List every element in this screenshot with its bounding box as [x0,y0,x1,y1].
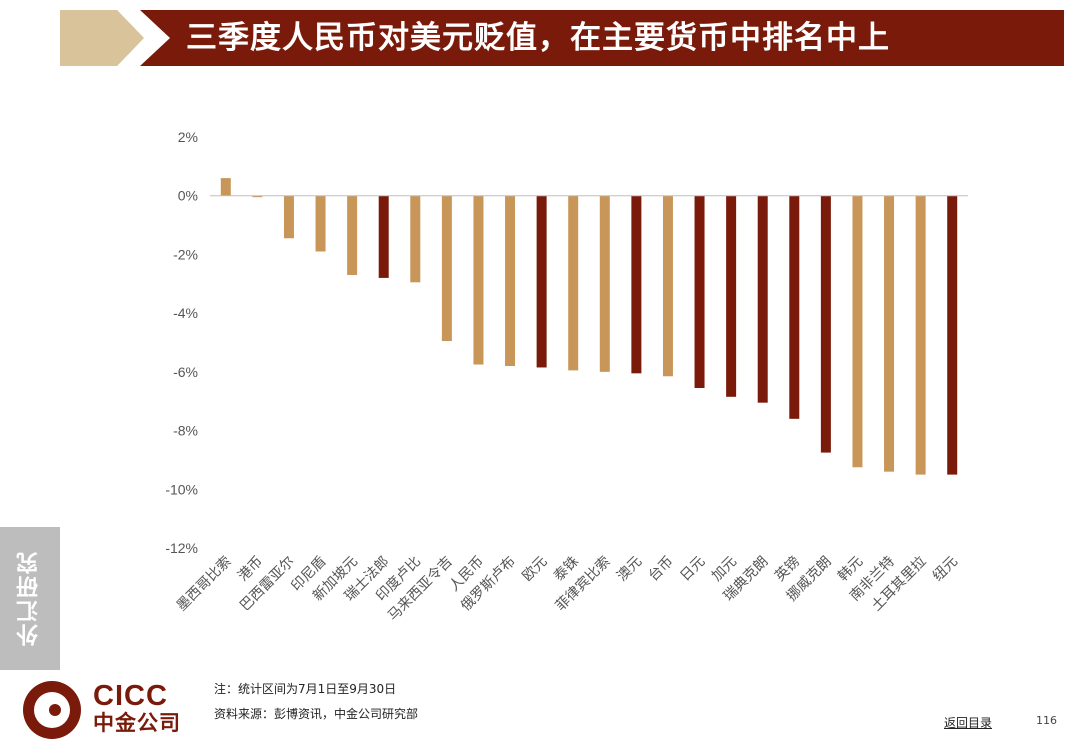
y-tick-label: 2% [178,129,198,145]
source-note: 资料来源：彭博资讯，中金公司研究部 [214,707,419,721]
y-tick-label: -6% [173,364,198,380]
x-tick-label: 墨西哥比索 [173,553,235,615]
y-tick-label: -12% [165,540,198,556]
bar [315,195,326,252]
x-tick-label: 澳元 [614,554,645,585]
side-tab[interactable] [0,527,60,670]
header-bar [140,10,1064,66]
bar [473,195,484,365]
bar [568,195,579,371]
bar [220,178,231,196]
back-to-toc-link[interactable]: 返回目录 [944,716,993,730]
y-tick-label: -10% [165,481,198,497]
bar [726,195,737,397]
bar [599,195,610,372]
bar [283,195,294,239]
y-tick-label: -2% [173,246,198,262]
x-tick-label: 台币 [646,554,677,585]
bar [915,195,926,475]
bar [694,195,705,389]
x-tick-label: 纽元 [930,554,961,585]
page-number: 116 [1036,714,1057,727]
bar [378,195,389,278]
bar [410,195,421,283]
bar [347,195,358,275]
side-tab-label: 外汇研究 [17,550,42,647]
x-tick-label: 日元 [677,554,708,585]
bar [852,195,863,468]
footnote: 注：统计区间为7月1日至9月30日 [214,682,397,696]
bar [631,195,642,374]
logo-text-en: CICC [93,680,168,712]
y-tick-label: -8% [173,423,198,439]
bar [884,195,895,472]
bar [505,195,516,366]
bar [252,195,263,198]
page-title: 三季度人民币对美元贬值，在主要货币中排名中上 [186,20,890,56]
bar [757,195,768,403]
bar [441,195,452,342]
bar [820,195,831,453]
bar [662,195,673,377]
bar [947,195,958,475]
logo-text-cn: 中金公司 [93,711,181,735]
y-tick-label: -4% [173,305,198,321]
x-tick-label: 欧元 [519,554,550,585]
bar [789,195,800,419]
bar [536,195,547,368]
y-tick-label: 0% [178,188,198,204]
cicc-logo-icon [23,681,81,739]
